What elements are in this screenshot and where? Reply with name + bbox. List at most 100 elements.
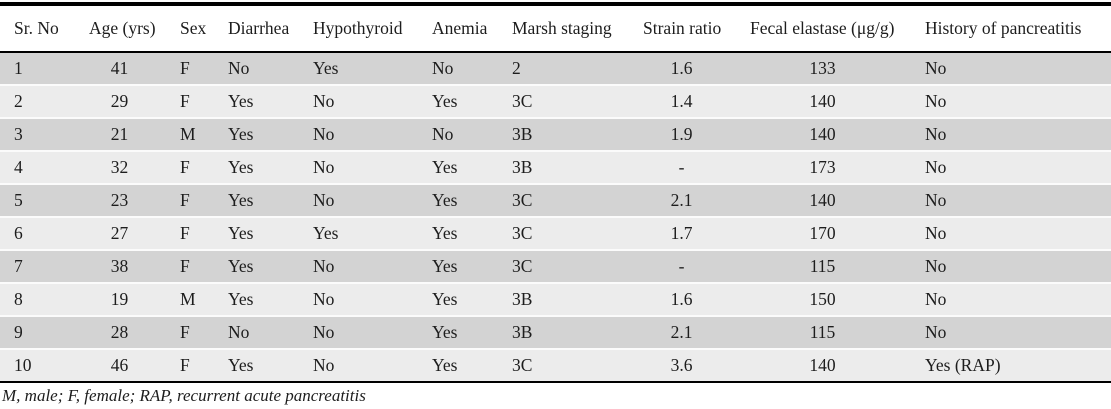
table-cell: 115 [736, 316, 911, 350]
table-cell: 150 [736, 283, 911, 317]
table-cell: No [911, 283, 1111, 317]
table-cell: 1.6 [629, 52, 736, 86]
table-header: Sr. No Age (yrs) Sex Diarrhea Hypothyroid Ane… [0, 4, 1111, 53]
table-cell: No [299, 151, 418, 185]
table-cell: 23 [75, 184, 166, 218]
table-cell: Yes [418, 283, 498, 317]
table-cell: - [629, 250, 736, 284]
table-cell: No [299, 118, 418, 152]
table-cell: No [911, 52, 1111, 86]
table-cell: Yes [418, 250, 498, 284]
table-cell: Yes [418, 349, 498, 383]
table-cell: 1.6 [629, 283, 736, 317]
table-cell: 1 [0, 52, 75, 86]
table-cell: 3.6 [629, 349, 736, 383]
table-cell: 140 [736, 85, 911, 119]
table-cell: 8 [0, 283, 75, 317]
table-row: 1 41 F No Yes No 2 1.6 133 No [0, 52, 1111, 86]
table-cell: F [166, 184, 214, 218]
table-cell: No [214, 316, 299, 350]
table-cell: 3 [0, 118, 75, 152]
table-row: 7 38 F Yes No Yes 3C -115 No [0, 250, 1111, 284]
table-cell: Yes [214, 349, 299, 383]
table-cell: No [911, 316, 1111, 350]
table-cell: 140 [736, 349, 911, 383]
table-cell: 3B [498, 151, 629, 185]
table-cell: 1.9 [629, 118, 736, 152]
table-cell: No [911, 250, 1111, 284]
table-cell: 2.1 [629, 184, 736, 218]
column-header-anemia: Anemia [418, 4, 498, 53]
table-cell: 1.7 [629, 217, 736, 251]
table-cell: 173 [736, 151, 911, 185]
table-cell: Yes [214, 283, 299, 317]
table-row: 10 46 F Yes No Yes 3C 3.6 140 Yes (RAP) [0, 349, 1111, 383]
table-cell: Yes [214, 250, 299, 284]
table-cell: F [166, 217, 214, 251]
table-cell: No [299, 184, 418, 218]
table-cell: No [299, 85, 418, 119]
table-cell: 2 [0, 85, 75, 119]
table-cell: Yes [418, 316, 498, 350]
column-header-history-of-pancreatitis: History of pancreatitis [911, 4, 1111, 53]
table-cell: 28 [75, 316, 166, 350]
table-row: 2 29 F Yes No Yes 3C 1.4 140 No [0, 85, 1111, 119]
table-cell: Yes [214, 184, 299, 218]
table-cell: 5 [0, 184, 75, 218]
table-cell: No [299, 250, 418, 284]
table-cell: F [166, 316, 214, 350]
column-header-strain-ratio: Strain ratio [629, 4, 736, 53]
column-header-sex: Sex [166, 4, 214, 53]
table-cell: No [299, 316, 418, 350]
table-row: 6 27 F Yes Yes Yes 3C 1.7 170 No [0, 217, 1111, 251]
table-cell: No [911, 151, 1111, 185]
table-header-row: Sr. No Age (yrs) Sex Diarrhea Hypothyroid Ane… [0, 4, 1111, 53]
table-cell: 115 [736, 250, 911, 284]
table-cell: Yes [214, 85, 299, 119]
table-cell: 27 [75, 217, 166, 251]
table-cell: 10 [0, 349, 75, 383]
table-cell: M [166, 118, 214, 152]
table-cell: 2 [498, 52, 629, 86]
table-cell: 170 [736, 217, 911, 251]
table-cell: F [166, 52, 214, 86]
table-cell: 32 [75, 151, 166, 185]
table-cell: 4 [0, 151, 75, 185]
table-cell: 3C [498, 85, 629, 119]
table-cell: F [166, 250, 214, 284]
table-cell: 29 [75, 85, 166, 119]
table-cell: No [299, 283, 418, 317]
table-cell: 3B [498, 283, 629, 317]
table-cell: Yes (RAP) [911, 349, 1111, 383]
table-cell: 19 [75, 283, 166, 317]
table-cell: Yes [214, 118, 299, 152]
table-cell: 38 [75, 250, 166, 284]
table-cell: Yes [214, 151, 299, 185]
table-cell: Yes [418, 151, 498, 185]
table-cell: Yes [418, 85, 498, 119]
table-cell: 3B [498, 316, 629, 350]
table-body: 1 41 F No Yes No 2 1.6 133 No 2 29 F Yes No Yes 3C 1.4 140… [0, 52, 1111, 383]
table-cell: 140 [736, 184, 911, 218]
table-cell: No [418, 118, 498, 152]
table-cell: 140 [736, 118, 911, 152]
table-cell: No [214, 52, 299, 86]
table-cell: No [418, 52, 498, 86]
column-header-fecal-elastase-g-g: Fecal elastase (μg/g) [736, 4, 911, 53]
table-cell: 3C [498, 217, 629, 251]
column-header-marsh-staging: Marsh staging [498, 4, 629, 53]
column-header-diarrhea: Diarrhea [214, 4, 299, 53]
table-cell: 3C [498, 250, 629, 284]
table-row: 5 23 F Yes No Yes 3C 2.1 140 No [0, 184, 1111, 218]
table-cell: 3C [498, 184, 629, 218]
table-cell: 1.4 [629, 85, 736, 119]
table-cell: 9 [0, 316, 75, 350]
table-footnote: M, male; F, female; RAP, recurrent acute… [2, 386, 366, 405]
table-cell: Yes [418, 217, 498, 251]
table-cell: 6 [0, 217, 75, 251]
column-header-sr-no: Sr. No [0, 4, 75, 53]
table-cell: 41 [75, 52, 166, 86]
table-cell: 7 [0, 250, 75, 284]
table-cell: Yes [214, 217, 299, 251]
table-cell: 3C [498, 349, 629, 383]
